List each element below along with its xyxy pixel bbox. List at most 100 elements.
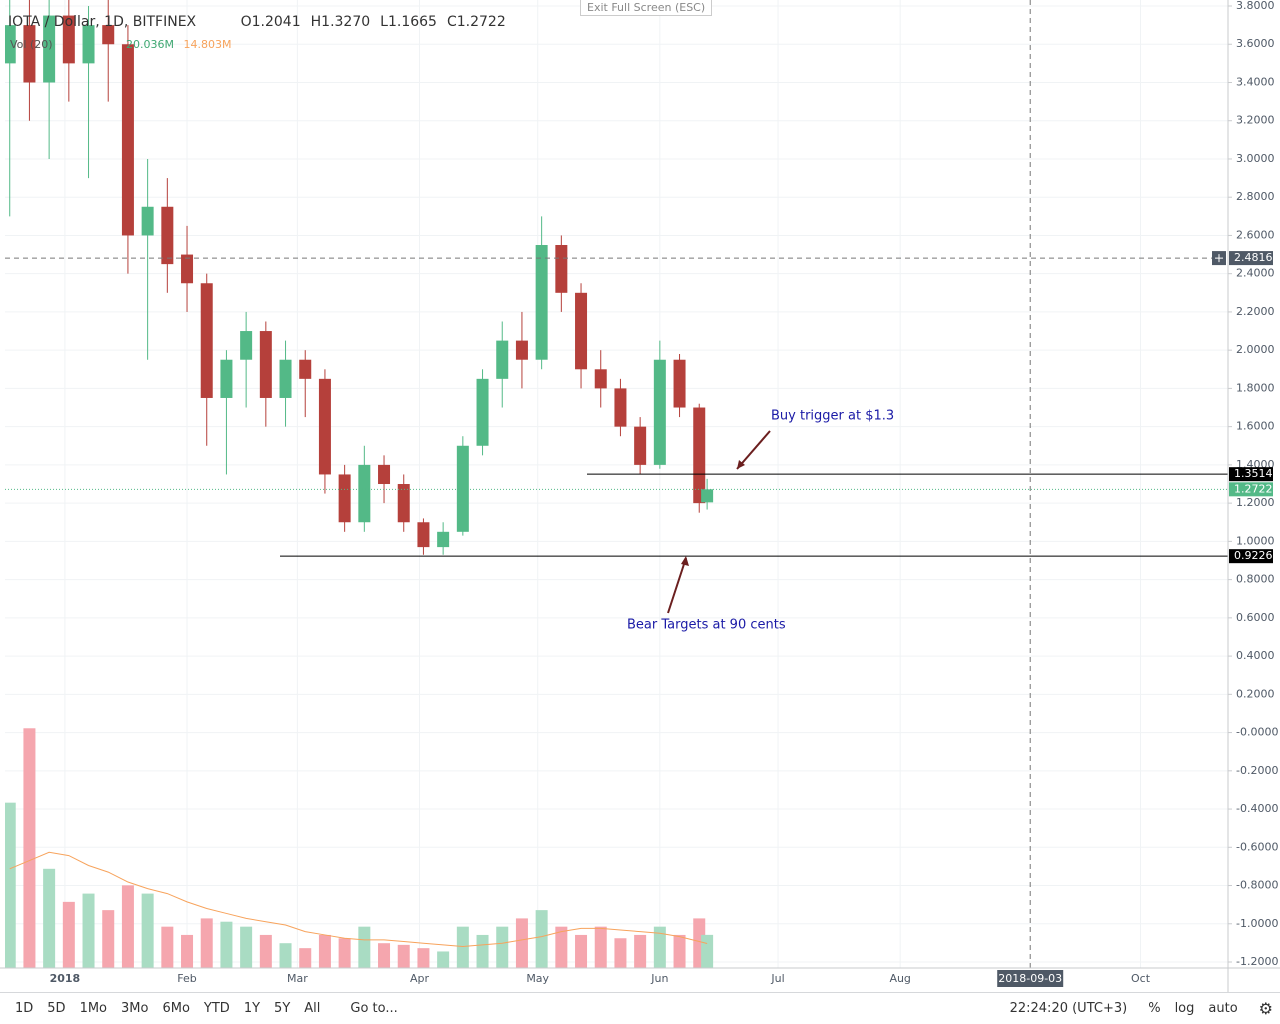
y-tick-label: 2.2000 [1236, 305, 1275, 318]
option-button[interactable]: % [1148, 1001, 1161, 1016]
level-box [1229, 549, 1273, 564]
ohlc-key: H [310, 14, 322, 30]
candle-body [575, 292, 588, 370]
volume-bar [555, 926, 568, 968]
volume-bar [358, 926, 371, 968]
option-button[interactable]: auto [1208, 1001, 1238, 1016]
volume-bar [82, 893, 95, 968]
ohlc-value: 1.2041 [251, 14, 301, 30]
candle-body [673, 359, 686, 408]
range-button[interactable]: 1Y [243, 1001, 261, 1016]
y-tick-label: -0.8000 [1236, 879, 1278, 892]
volume-bar [456, 926, 469, 968]
ranges: 1D 5D 1Mo 3Mo 6Mo YTD 1Y 5Y All [0, 1001, 335, 1016]
y-tick-label: 1.8000 [1236, 381, 1275, 394]
candle-body [496, 340, 509, 379]
volume-bar [496, 926, 509, 968]
crosshair-y-label: 2.4816 [1234, 251, 1273, 264]
y-tick-label: 0.4000 [1236, 649, 1275, 662]
volume-bar [515, 918, 528, 968]
range-button[interactable]: 3Mo [121, 1001, 149, 1016]
y-tick-label: 1.0000 [1236, 534, 1275, 547]
range-button[interactable]: 1Mo [79, 1001, 108, 1016]
candle-body [594, 369, 607, 389]
candle-body [653, 359, 666, 465]
candle-body [43, 15, 56, 83]
range-button[interactable]: 1D [15, 1001, 34, 1016]
candle-body [5, 25, 16, 64]
x-tick-label: Aug [889, 972, 910, 985]
ohlc-key: C [446, 14, 457, 30]
candle-body [515, 340, 528, 360]
y-tick-label: 0.6000 [1236, 611, 1275, 624]
candle-body [437, 531, 450, 548]
range-button[interactable]: 5D [47, 1001, 66, 1016]
volume-ma-value: 14.803M [183, 38, 232, 51]
candle-body [614, 388, 627, 427]
range-button[interactable]: All [304, 1001, 321, 1016]
range-button[interactable]: 6Mo [162, 1001, 190, 1016]
volume-bar [575, 934, 588, 968]
candle-body [358, 464, 371, 523]
volume-bar [397, 944, 410, 968]
toolbar: 1D 5D 1Mo 3Mo 6Mo YTD 1Y 5Y All Go to... 22:24:2… [0, 992, 1280, 1024]
legend-header: IOTA / Dollar, 1D, BITFINEX O1.2041 H1.32… [8, 14, 516, 30]
symbol-title[interactable]: IOTA / Dollar, 1D, BITFINEX [8, 14, 197, 30]
y-tick-label: -0.6000 [1236, 840, 1278, 853]
annotation: Buy trigger at $1.3 [771, 409, 894, 424]
y-tick-label: 2.4000 [1236, 267, 1275, 280]
annotation: Bear Targets at 90 cents [627, 618, 786, 633]
volume-bar [102, 910, 115, 968]
volume-bar [23, 728, 36, 968]
range-button[interactable]: 5Y [274, 1001, 291, 1016]
arrow-head [737, 460, 745, 469]
option-button[interactable]: log [1174, 1001, 1195, 1016]
candle-body [397, 484, 410, 523]
candle-body [23, 25, 36, 83]
candle-body [161, 206, 174, 265]
y-tick-label: 2.0000 [1236, 343, 1275, 356]
arrow [667, 557, 687, 614]
ohlc-value: 1.3270 [321, 14, 371, 30]
candle-body [378, 464, 391, 485]
candle-body [102, 25, 115, 45]
candle-body [141, 206, 154, 236]
goto[interactable]: Go to... [350, 1001, 398, 1016]
options: % log auto [1134, 1001, 1251, 1016]
x-tick-label: May [526, 972, 549, 985]
level-label: 0.9226 [1234, 549, 1273, 562]
range-button[interactable]: YTD [203, 1001, 230, 1016]
candle-body [701, 489, 714, 503]
volume-bar [62, 901, 75, 968]
volume-bar [673, 934, 686, 968]
tooltip[interactable]: Exit Full Screen (ESC) [580, 0, 713, 16]
crosshair-x-box [997, 970, 1064, 987]
ohlc: O1.2041 H1.3270 L1.1665 C1.2722 [241, 14, 516, 30]
y-tick-label: 2.8000 [1236, 190, 1275, 203]
candle-body [476, 378, 489, 446]
candle-body [200, 283, 213, 398]
x-tick-label: Apr [410, 972, 430, 985]
ohlc-item: L1.1665 [380, 14, 437, 30]
candle-body [279, 359, 292, 398]
volume-bar [318, 934, 331, 968]
volume-bar [701, 934, 714, 968]
volume-bar [417, 948, 430, 968]
arrow-head [681, 556, 689, 566]
candle-body [240, 331, 253, 360]
y-tick-label: -0.4000 [1236, 802, 1278, 815]
x-tick-label: Feb [177, 972, 196, 985]
candle-body [82, 25, 95, 64]
volume-bar [121, 885, 134, 968]
volume-bar [43, 868, 56, 968]
y-tick-label: 3.4000 [1236, 75, 1275, 88]
settings[interactable]: ⚙ [1258, 999, 1273, 1018]
volume-bar [259, 934, 272, 968]
candle-body [220, 359, 233, 398]
level-label: 1.3514 [1234, 467, 1273, 480]
ohlc-item: O1.2041 [241, 14, 301, 30]
clock: 22:24:20 (UTC+3) [1009, 1001, 1128, 1016]
ohlc-item: C1.2722 [447, 14, 506, 30]
volume-legend: Vol (20) 20.036M 14.803M [10, 38, 232, 51]
